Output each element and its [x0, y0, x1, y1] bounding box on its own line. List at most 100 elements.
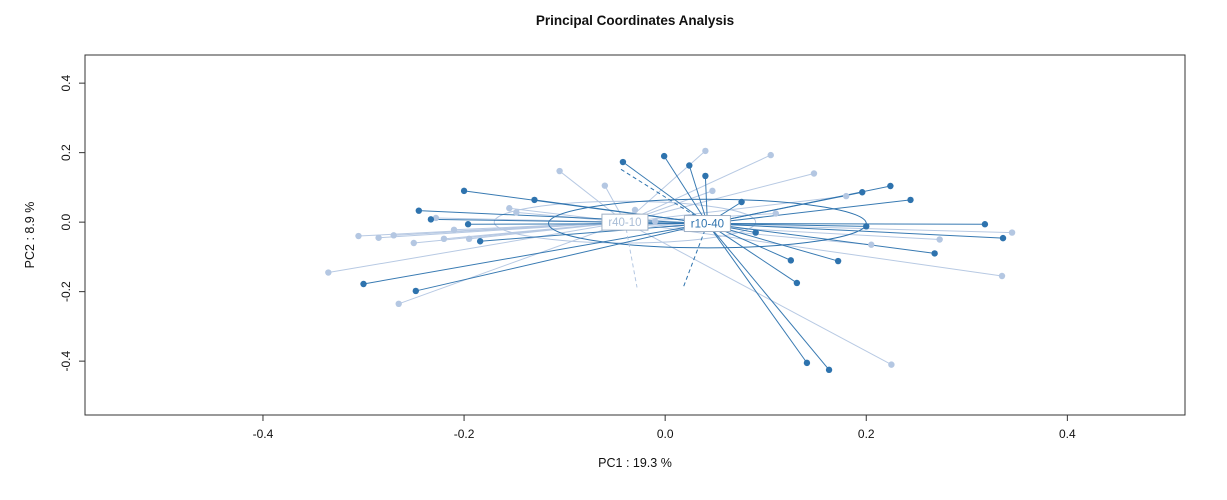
chart-title: Principal Coordinates Analysis: [535, 13, 735, 28]
data-point: [810, 170, 818, 177]
data-point: [767, 151, 774, 159]
dashed-segment: [620, 168, 708, 224]
spider-line: [707, 223, 985, 225]
data-point: [395, 300, 402, 308]
spider-line: [622, 161, 708, 224]
data-point: [999, 234, 1007, 242]
data-point: [325, 269, 332, 276]
x-tick-label: 0.2: [858, 427, 875, 441]
data-point: [842, 192, 850, 200]
data-point: [686, 162, 693, 169]
x-tick-label: 0.0: [657, 427, 674, 441]
spider-line: [624, 173, 815, 223]
data-point: [907, 196, 914, 204]
data-point: [412, 287, 420, 295]
data-point: [868, 241, 875, 248]
spider-line: [415, 223, 708, 292]
data-point: [936, 236, 943, 243]
x-tick-label: -0.4: [253, 427, 274, 441]
y-tick-label: -0.4: [59, 350, 73, 371]
data-point: [513, 209, 520, 216]
data-point: [476, 238, 484, 245]
data-point: [432, 214, 440, 222]
data-point: [450, 226, 458, 233]
data-point: [631, 206, 639, 214]
y-tick-label: 0.2: [59, 144, 73, 161]
data-point: [998, 272, 1006, 280]
y-tick-label: 0.0: [59, 213, 73, 230]
data-point: [702, 147, 709, 155]
data-point: [981, 221, 989, 228]
data-point: [702, 172, 709, 180]
spider-line: [707, 223, 830, 371]
spider-line: [328, 221, 626, 274]
dashed-segment: [682, 223, 708, 288]
data-point: [859, 189, 866, 196]
data-point: [415, 207, 423, 214]
spider-line: [624, 154, 771, 223]
centroid-label: r40-10: [608, 217, 641, 229]
spider-line: [468, 223, 708, 225]
y-tick-label: -0.2: [59, 281, 73, 302]
data-point: [1008, 229, 1016, 236]
x-tick-label: 0.4: [1059, 427, 1076, 441]
data-point: [738, 198, 745, 206]
spider-line: [707, 223, 798, 284]
data-point: [660, 152, 668, 160]
x-axis-label: PC1 : 19.3 %: [598, 456, 672, 470]
spider-line: [706, 223, 808, 364]
data-point: [375, 234, 382, 241]
data-point: [752, 229, 759, 236]
data-point: [863, 223, 870, 230]
data-point: [460, 187, 468, 195]
spider-line: [707, 223, 935, 254]
spider-line: [430, 218, 708, 225]
spider-line: [663, 155, 708, 224]
data-point: [651, 218, 659, 225]
spider-line: [480, 223, 708, 242]
spider-line: [707, 223, 1004, 239]
data-point: [465, 235, 473, 243]
data-point: [601, 182, 609, 189]
data-point: [793, 279, 801, 287]
data-point: [355, 232, 362, 240]
data-point: [360, 280, 367, 288]
data-point: [834, 257, 842, 265]
spider-line: [363, 223, 708, 285]
spider-line: [624, 221, 1003, 277]
x-tick-label: -0.2: [454, 427, 475, 441]
spider-line: [559, 170, 626, 223]
data-point: [427, 216, 435, 223]
data-point: [931, 250, 938, 257]
spider-line: [469, 221, 625, 240]
spider-line: [398, 221, 626, 305]
data-point: [888, 361, 895, 368]
data-point: [887, 182, 894, 190]
spider-line: [534, 199, 708, 225]
spider-line: [688, 165, 708, 224]
plot-box: [84, 54, 1186, 416]
dashed-segment: [624, 222, 638, 288]
data-point: [506, 205, 513, 212]
centroid-label-box: [601, 213, 649, 231]
y-tick-label: 0.4: [59, 74, 73, 91]
data-point: [390, 232, 397, 239]
data-point: [531, 196, 538, 204]
data-point: [440, 235, 448, 243]
spider-line: [624, 221, 892, 366]
data-point: [787, 257, 795, 264]
centroid-label: r10-40: [691, 219, 724, 231]
data-point: [619, 158, 627, 166]
data-point: [825, 366, 833, 374]
data-point: [410, 239, 417, 247]
spider-line: [624, 221, 940, 241]
spider-line: [624, 150, 706, 223]
y-axis-label: PC2 : 8.9 %: [23, 201, 37, 269]
data-point: [709, 187, 716, 195]
data-point: [464, 221, 472, 228]
spider-line: [707, 199, 911, 225]
spider-line: [624, 221, 872, 246]
data-point: [772, 210, 779, 217]
